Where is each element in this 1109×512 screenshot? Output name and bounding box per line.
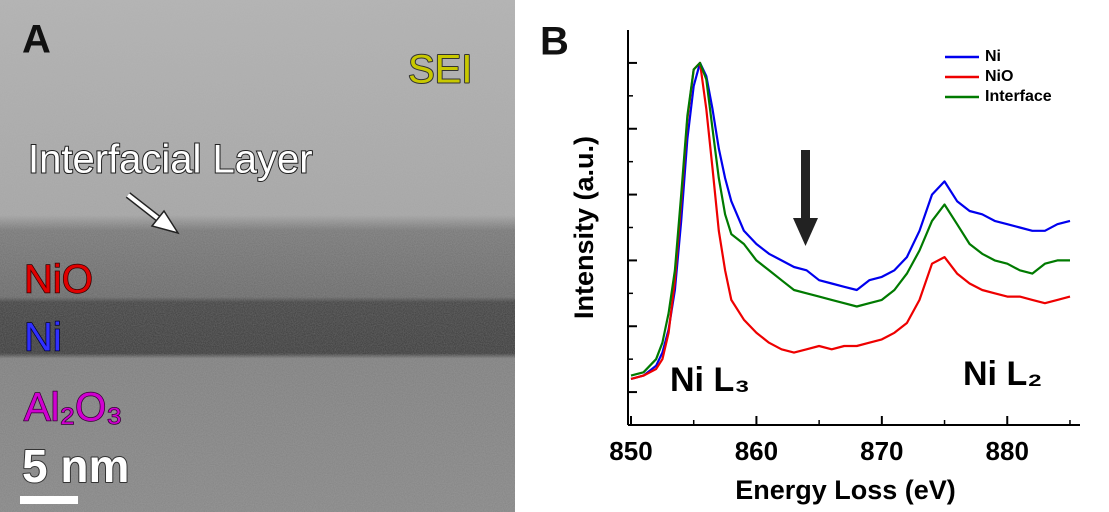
nio-label: NiO	[24, 258, 93, 302]
ni-label: Ni	[24, 316, 62, 360]
legend-label: NiO	[985, 68, 1013, 85]
interfacial-label: Interfacial Layer	[28, 138, 313, 182]
down-arrow	[793, 150, 818, 246]
y-axis-title: Intensity (a.u.)	[569, 136, 599, 319]
series-line	[630, 61, 1071, 380]
annotation: Ni L₃	[670, 361, 750, 399]
x-axis-title: Energy Loss (eV)	[735, 475, 956, 505]
panel-label: A	[22, 18, 51, 62]
series-line	[630, 61, 1070, 377]
tem-image	[0, 0, 515, 512]
chart: B 850 860 870 880 Energy Loss (eV) Intensity (…	[540, 20, 1080, 505]
x-tick-label: 860	[735, 436, 778, 466]
x-tick-label: 880	[986, 436, 1029, 466]
legend-label: Ni	[985, 48, 1001, 65]
annotation: Ni L₂	[963, 355, 1042, 393]
x-tick-label: 870	[860, 436, 903, 466]
x-tick-label: 850	[609, 436, 652, 466]
al2o3-label: Al₂O₃	[24, 386, 123, 430]
sei-label: SEI	[408, 48, 472, 92]
legend-label: Interface	[985, 88, 1052, 105]
scale-label: 5 nm	[22, 440, 129, 492]
interfacial-arrow	[125, 192, 180, 235]
scale-bar	[20, 496, 78, 504]
panel-label: B	[540, 20, 569, 64]
series-line	[630, 61, 1071, 380]
